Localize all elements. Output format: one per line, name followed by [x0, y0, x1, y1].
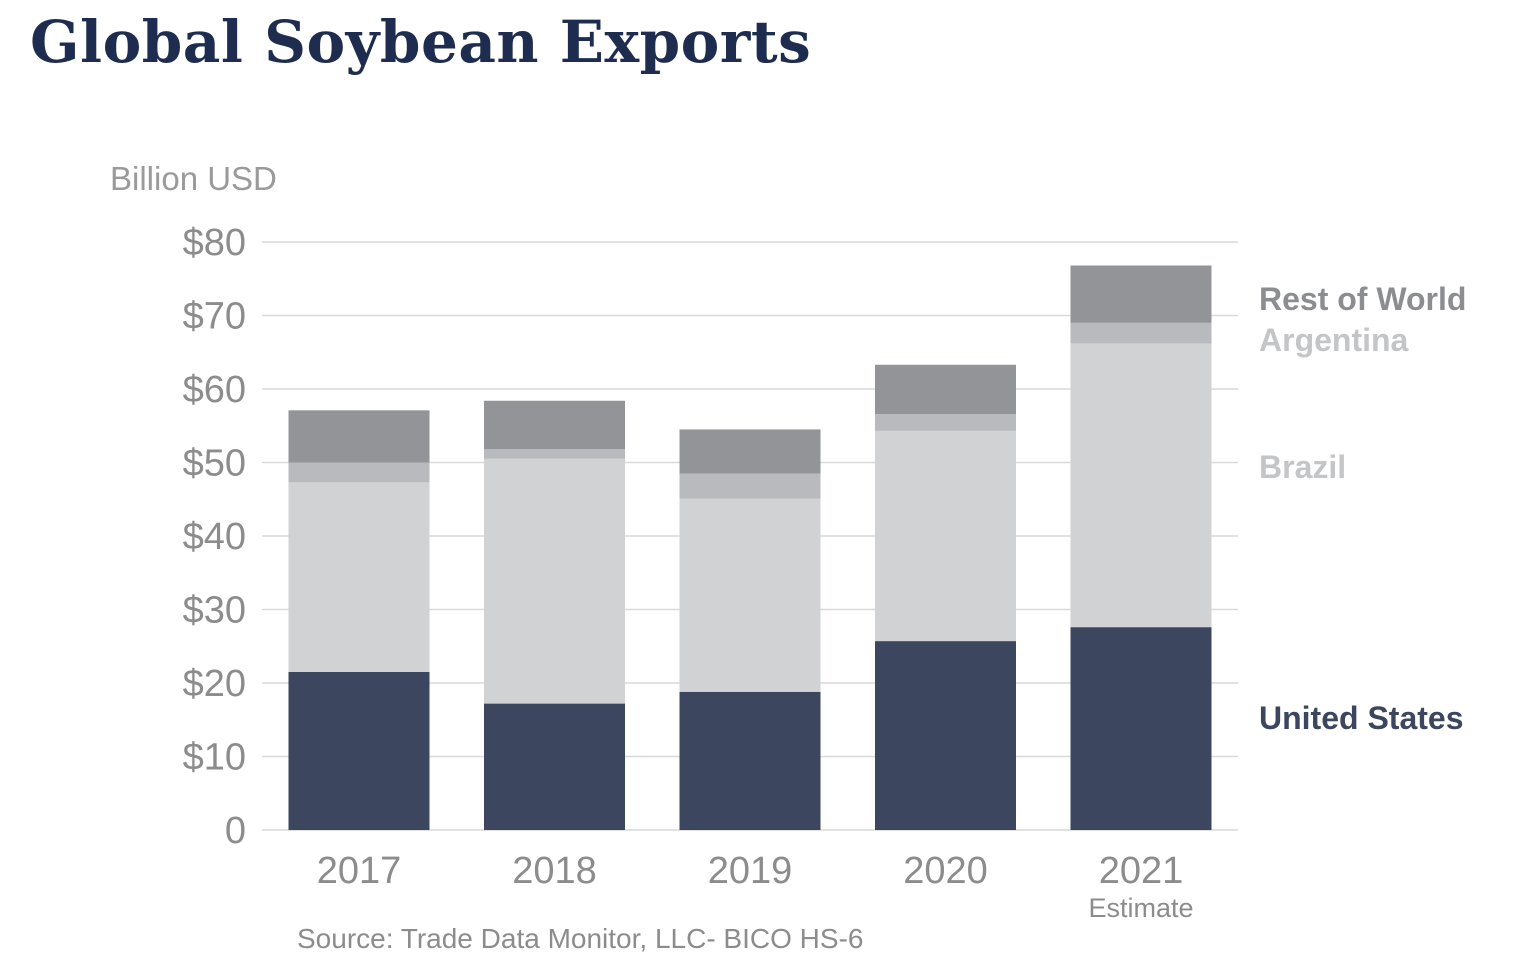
bar-rest-of-world-2019: [679, 429, 821, 474]
bar-united-states-2020: [875, 641, 1016, 830]
bar-brazil-2017: [288, 482, 430, 672]
bar-brazil-2018: [484, 458, 625, 704]
x-tick-label: 2021: [1099, 850, 1184, 892]
y-tick-label: $20: [183, 663, 246, 705]
legend-label-united-states: United States: [1259, 700, 1463, 736]
y-axis-unit-label: Billion USD: [110, 160, 277, 197]
bar-rest-of-world-2021: [1070, 265, 1212, 323]
bar-brazil-2020: [875, 430, 1016, 642]
bar-united-states-2019: [679, 691, 821, 830]
bar-brazil-2021: [1070, 343, 1212, 628]
bar-argentina-2020: [875, 413, 1016, 431]
x-tick-label: 2017: [317, 850, 402, 892]
x-tick-note: Estimate: [1088, 893, 1193, 923]
bar-rest-of-world-2017: [288, 410, 430, 463]
y-tick-label: $70: [183, 296, 246, 338]
x-tick-label: 2019: [708, 850, 793, 892]
axes: 0 $10 $20 $30 $40 $50 $60 $70 $80 2017 2018 2019 202…: [183, 222, 1194, 923]
bars: [288, 265, 1212, 830]
y-tick-label: $10: [183, 737, 246, 779]
bar-united-states-2021: [1070, 627, 1212, 830]
x-tick-label: 2020: [903, 850, 988, 892]
bar-rest-of-world-2020: [875, 364, 1016, 414]
bar-united-states-2018: [484, 703, 625, 830]
chart-title: Global Soybean Exports: [30, 8, 812, 76]
bar-united-states-2017: [288, 671, 430, 830]
y-tick-label: $80: [183, 222, 246, 264]
x-tick-label: 2018: [512, 850, 597, 892]
bar-argentina-2021: [1070, 322, 1212, 344]
bar-argentina-2019: [679, 473, 821, 499]
y-tick-label: $40: [183, 516, 246, 558]
bar-argentina-2018: [484, 449, 625, 459]
legend-label-brazil: Brazil: [1259, 449, 1346, 485]
bar-argentina-2017: [288, 462, 430, 483]
legend-label-rest-of-world: Rest of World: [1259, 281, 1466, 317]
source-note: Source: Trade Data Monitor, LLC- BICO HS…: [297, 923, 863, 954]
legend: Rest of World Argentina Brazil United State…: [1259, 281, 1466, 736]
y-tick-label: $30: [183, 590, 246, 632]
y-tick-label: $60: [183, 369, 246, 411]
bar-brazil-2019: [679, 498, 821, 692]
y-tick-label: $50: [183, 443, 246, 485]
bar-rest-of-world-2018: [484, 400, 625, 450]
legend-label-argentina: Argentina: [1259, 322, 1409, 358]
y-tick-label: 0: [225, 810, 246, 852]
